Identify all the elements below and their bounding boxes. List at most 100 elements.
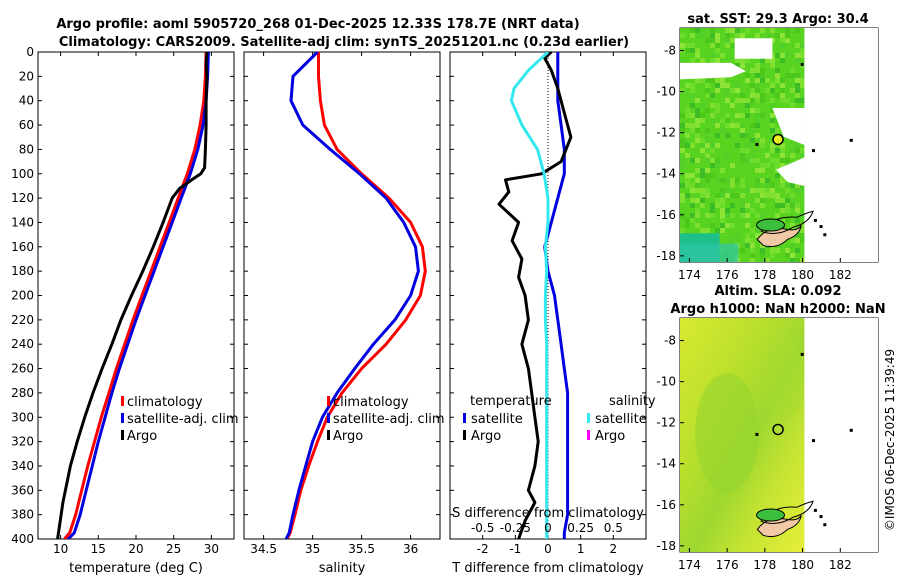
sst-cell [680, 183, 685, 188]
sst-cell [730, 43, 735, 48]
sst-cell [795, 78, 800, 83]
sst-cell [750, 248, 755, 253]
sst-cell [705, 188, 710, 193]
sst-cell [680, 198, 685, 203]
legend-label: climatology [127, 395, 203, 410]
sst-cell [710, 78, 715, 83]
sst-cell [700, 198, 705, 203]
sst-cell [725, 98, 730, 103]
sst-cell [730, 183, 735, 188]
y-tick-label: 340 [11, 459, 34, 473]
sst-cell [695, 128, 700, 133]
sst-cell [770, 123, 775, 128]
sst-cell [770, 158, 775, 163]
sst-cell [795, 238, 800, 243]
sst-cell [780, 83, 785, 88]
sst-cell [755, 228, 760, 233]
sst-cell [785, 208, 790, 213]
y-tick-label: 200 [11, 289, 34, 303]
sst-cell [795, 98, 800, 103]
sst-cell [780, 93, 785, 98]
sst-cell [685, 218, 690, 223]
sst-cell [795, 233, 800, 238]
sst-cell [705, 108, 710, 113]
sst-cell [800, 213, 805, 218]
sst-cell [765, 58, 770, 63]
sst-cell [755, 233, 760, 238]
sst-cell [765, 78, 770, 83]
sst-cell [730, 28, 735, 33]
y-tick-label: 360 [11, 483, 34, 497]
sst-cell [770, 148, 775, 153]
sst-cell [685, 138, 690, 143]
x2-axis-label: S difference from climatology [452, 506, 644, 521]
sst-cell [770, 193, 775, 198]
sst-cell [740, 203, 745, 208]
y-tick-label: 400 [11, 532, 34, 546]
sst-cell [780, 78, 785, 83]
sst-cell [775, 68, 780, 73]
sst-cell [745, 143, 750, 148]
sst-cell [760, 258, 765, 262]
sst-cell [800, 48, 805, 53]
sst-cell [690, 128, 695, 133]
sst-cell [715, 43, 720, 48]
sst-cell [775, 33, 780, 38]
x-tick-label: 1 [577, 542, 585, 556]
sst-cell [745, 78, 750, 83]
sst-cell [745, 103, 750, 108]
sst-cell [690, 123, 695, 128]
argo-marker [772, 133, 784, 146]
sst-cell [700, 183, 705, 188]
sst-cell [760, 168, 765, 173]
island-dot [812, 149, 815, 153]
sst-cell [700, 78, 705, 83]
sst-cell [785, 218, 790, 223]
sst-cell [795, 148, 800, 153]
sst-cell [745, 243, 750, 248]
sst-cell [710, 53, 715, 58]
sst-cell [760, 28, 765, 33]
sst-cell [800, 233, 805, 238]
map-content [680, 28, 878, 262]
sst-cell [745, 58, 750, 63]
sst-cell [700, 228, 705, 233]
sst-cell [785, 253, 790, 258]
sst-cell [690, 33, 695, 38]
sst-cell [725, 113, 730, 118]
sst-cell [770, 53, 775, 58]
sst-cell [710, 103, 715, 108]
sst-cell [715, 33, 720, 38]
sst-cell [715, 143, 720, 148]
sst-cell [790, 253, 795, 258]
sst-cell [765, 88, 770, 93]
sst-cell [680, 113, 685, 118]
sst-warm-patch [680, 243, 739, 262]
sst-cell [680, 148, 685, 153]
sst-cell [745, 158, 750, 163]
sst-cell [680, 143, 685, 148]
sst-cell [760, 73, 765, 78]
sst-cell [710, 28, 715, 33]
sst-cell [780, 53, 785, 58]
sst-cell [765, 193, 770, 198]
sst-cell [740, 148, 745, 153]
sst-cell [745, 148, 750, 153]
y-tick-label: 280 [11, 386, 34, 400]
sst-gap [680, 62, 746, 80]
sst-cell [685, 133, 690, 138]
x-tick-label: 15 [91, 542, 106, 556]
sst-cell [755, 68, 760, 73]
sst-cell [795, 203, 800, 208]
sst-cell [780, 198, 785, 203]
sst-cell [785, 248, 790, 253]
sst-cell [790, 68, 795, 73]
sst-cell [680, 123, 685, 128]
sst-cell [785, 98, 790, 103]
sst-cell [755, 33, 760, 38]
sst-cell [790, 73, 795, 78]
sst-cell [780, 208, 785, 213]
sst-gap [776, 157, 805, 187]
sst-cell [715, 83, 720, 88]
map-y-tick-label: -10 [656, 85, 676, 99]
